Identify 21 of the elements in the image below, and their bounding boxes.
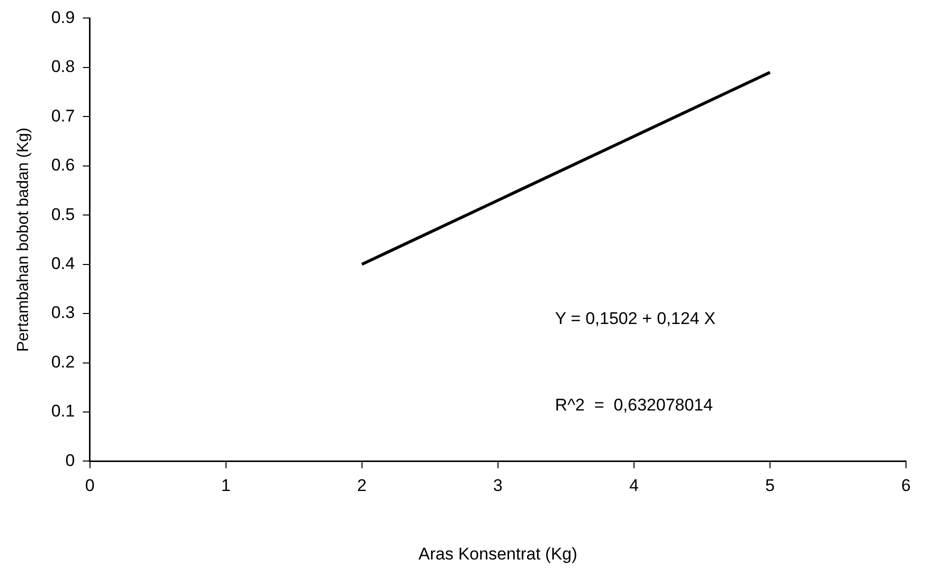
x-tick-label: 5: [765, 476, 775, 496]
y-tick-label: 0.8: [51, 57, 75, 76]
y-tick-label: 0.7: [51, 106, 75, 126]
y-tick-label: 0: [65, 450, 75, 470]
y-tick-label: 0.3: [51, 303, 75, 322]
x-tick-label: 6: [901, 476, 911, 496]
x-tick-label: 1: [221, 476, 231, 496]
y-tick-label: 0.9: [51, 8, 75, 27]
x-tick-label: 4: [629, 476, 639, 496]
x-tick-label: 2: [357, 476, 367, 496]
x-tick-label: 0: [85, 476, 95, 496]
annotation: Y = 0,1502 + 0,124 X: [555, 309, 716, 328]
y-tick-label: 0.2: [51, 352, 75, 372]
y-tick-label: 0.6: [51, 156, 75, 175]
y-tick-label: 0.1: [51, 402, 75, 421]
x-axis-title: Aras Konsentrat (Kg): [418, 544, 578, 564]
y-tick-label: 0.4: [51, 254, 75, 273]
annotation: R^2 = 0,632078014: [555, 396, 713, 415]
y-tick-label: 0.5: [51, 204, 75, 224]
y-axis-title: Pertambahan bobot badan (Kg): [15, 128, 32, 352]
x-tick-label: 3: [493, 476, 503, 496]
